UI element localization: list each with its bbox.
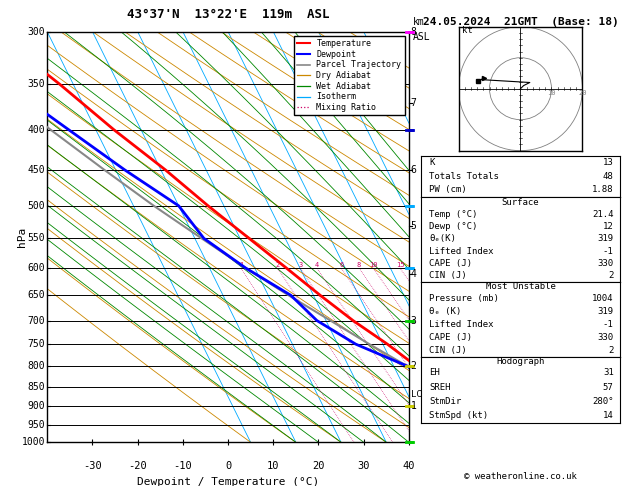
Text: 4: 4	[411, 269, 416, 278]
Text: 900: 900	[28, 401, 45, 411]
Text: -10: -10	[174, 461, 192, 471]
Text: 20: 20	[312, 461, 325, 471]
Text: Lifted Index: Lifted Index	[430, 320, 494, 329]
Text: Pressure (mb): Pressure (mb)	[430, 294, 499, 303]
Text: CAPE (J): CAPE (J)	[430, 333, 472, 342]
Text: -1: -1	[603, 320, 614, 329]
Text: 850: 850	[28, 382, 45, 392]
Text: CIN (J): CIN (J)	[430, 271, 467, 280]
Text: 57: 57	[603, 382, 614, 392]
Text: θₑ(K): θₑ(K)	[430, 234, 456, 243]
Text: 400: 400	[28, 125, 45, 135]
Text: 319: 319	[598, 307, 614, 316]
Text: 800: 800	[28, 361, 45, 371]
Text: 1: 1	[411, 401, 416, 411]
Text: -30: -30	[83, 461, 102, 471]
Text: 6: 6	[411, 165, 416, 175]
Text: 300: 300	[28, 27, 45, 36]
Text: ASL: ASL	[413, 32, 430, 42]
Text: 3: 3	[411, 315, 416, 326]
Text: 950: 950	[28, 420, 45, 430]
Text: CIN (J): CIN (J)	[430, 346, 467, 355]
Text: 40: 40	[403, 461, 415, 471]
Text: 500: 500	[28, 201, 45, 211]
Text: kt: kt	[462, 26, 472, 35]
Text: 2: 2	[411, 361, 416, 371]
Text: 2: 2	[608, 271, 614, 280]
Text: 0: 0	[225, 461, 231, 471]
Text: Temp (°C): Temp (°C)	[430, 209, 478, 219]
Text: 15: 15	[396, 262, 404, 268]
Text: © weatheronline.co.uk: © weatheronline.co.uk	[464, 472, 577, 481]
Text: 31: 31	[603, 368, 614, 377]
Text: 10: 10	[267, 461, 279, 471]
Text: Mixing Ratio (g/kg): Mixing Ratio (g/kg)	[431, 186, 440, 288]
Text: km: km	[413, 17, 424, 28]
Text: Lifted Index: Lifted Index	[430, 246, 494, 256]
Text: Most Unstable: Most Unstable	[486, 282, 555, 291]
Text: 12: 12	[603, 222, 614, 231]
Text: -1: -1	[603, 246, 614, 256]
Text: 3: 3	[298, 262, 303, 268]
Text: 1.88: 1.88	[592, 186, 614, 194]
Text: 24.05.2024  21GMT  (Base: 18): 24.05.2024 21GMT (Base: 18)	[423, 17, 618, 27]
Text: 2: 2	[608, 346, 614, 355]
Text: 10: 10	[547, 90, 556, 96]
Text: 7: 7	[411, 98, 416, 108]
Text: 700: 700	[28, 315, 45, 326]
Text: 8: 8	[411, 27, 416, 36]
Text: 6: 6	[339, 262, 343, 268]
Text: CAPE (J): CAPE (J)	[430, 259, 472, 268]
Text: hPa: hPa	[17, 227, 27, 247]
Text: 10: 10	[369, 262, 377, 268]
Text: 8: 8	[357, 262, 361, 268]
Text: StmDir: StmDir	[430, 397, 462, 406]
Text: 280°: 280°	[592, 397, 614, 406]
Text: StmSpd (kt): StmSpd (kt)	[430, 411, 489, 420]
Text: PW (cm): PW (cm)	[430, 186, 467, 194]
Text: 1: 1	[239, 262, 243, 268]
Text: 650: 650	[28, 290, 45, 300]
Text: Dewp (°C): Dewp (°C)	[430, 222, 478, 231]
Text: LCL: LCL	[411, 390, 427, 399]
Text: 43°37'N  13°22'E  119m  ASL: 43°37'N 13°22'E 119m ASL	[127, 8, 329, 21]
Text: 550: 550	[28, 233, 45, 243]
Text: 330: 330	[598, 259, 614, 268]
Text: 21.4: 21.4	[592, 209, 614, 219]
Text: K: K	[430, 158, 435, 167]
Text: -20: -20	[128, 461, 147, 471]
Text: 14: 14	[603, 411, 614, 420]
Text: 5: 5	[411, 221, 416, 231]
Legend: Temperature, Dewpoint, Parcel Trajectory, Dry Adiabat, Wet Adiabat, Isotherm, Mi: Temperature, Dewpoint, Parcel Trajectory…	[294, 36, 404, 115]
Text: Hodograph: Hodograph	[496, 357, 545, 366]
Text: 4: 4	[314, 262, 319, 268]
Text: 2: 2	[276, 262, 280, 268]
Text: 450: 450	[28, 165, 45, 175]
Text: 600: 600	[28, 263, 45, 273]
Text: 1004: 1004	[592, 294, 614, 303]
Text: 13: 13	[603, 158, 614, 167]
Text: θₑ (K): θₑ (K)	[430, 307, 462, 316]
Text: 20: 20	[578, 90, 587, 96]
Text: Totals Totals: Totals Totals	[430, 172, 499, 181]
Text: 750: 750	[28, 339, 45, 349]
Text: 350: 350	[28, 79, 45, 89]
Text: 1000: 1000	[22, 437, 45, 447]
Text: 319: 319	[598, 234, 614, 243]
Text: Surface: Surface	[502, 198, 539, 207]
Text: 30: 30	[357, 461, 370, 471]
Text: SREH: SREH	[430, 382, 451, 392]
Text: Dewpoint / Temperature (°C): Dewpoint / Temperature (°C)	[137, 477, 319, 486]
Text: EH: EH	[430, 368, 440, 377]
Text: 48: 48	[603, 172, 614, 181]
Text: 330: 330	[598, 333, 614, 342]
